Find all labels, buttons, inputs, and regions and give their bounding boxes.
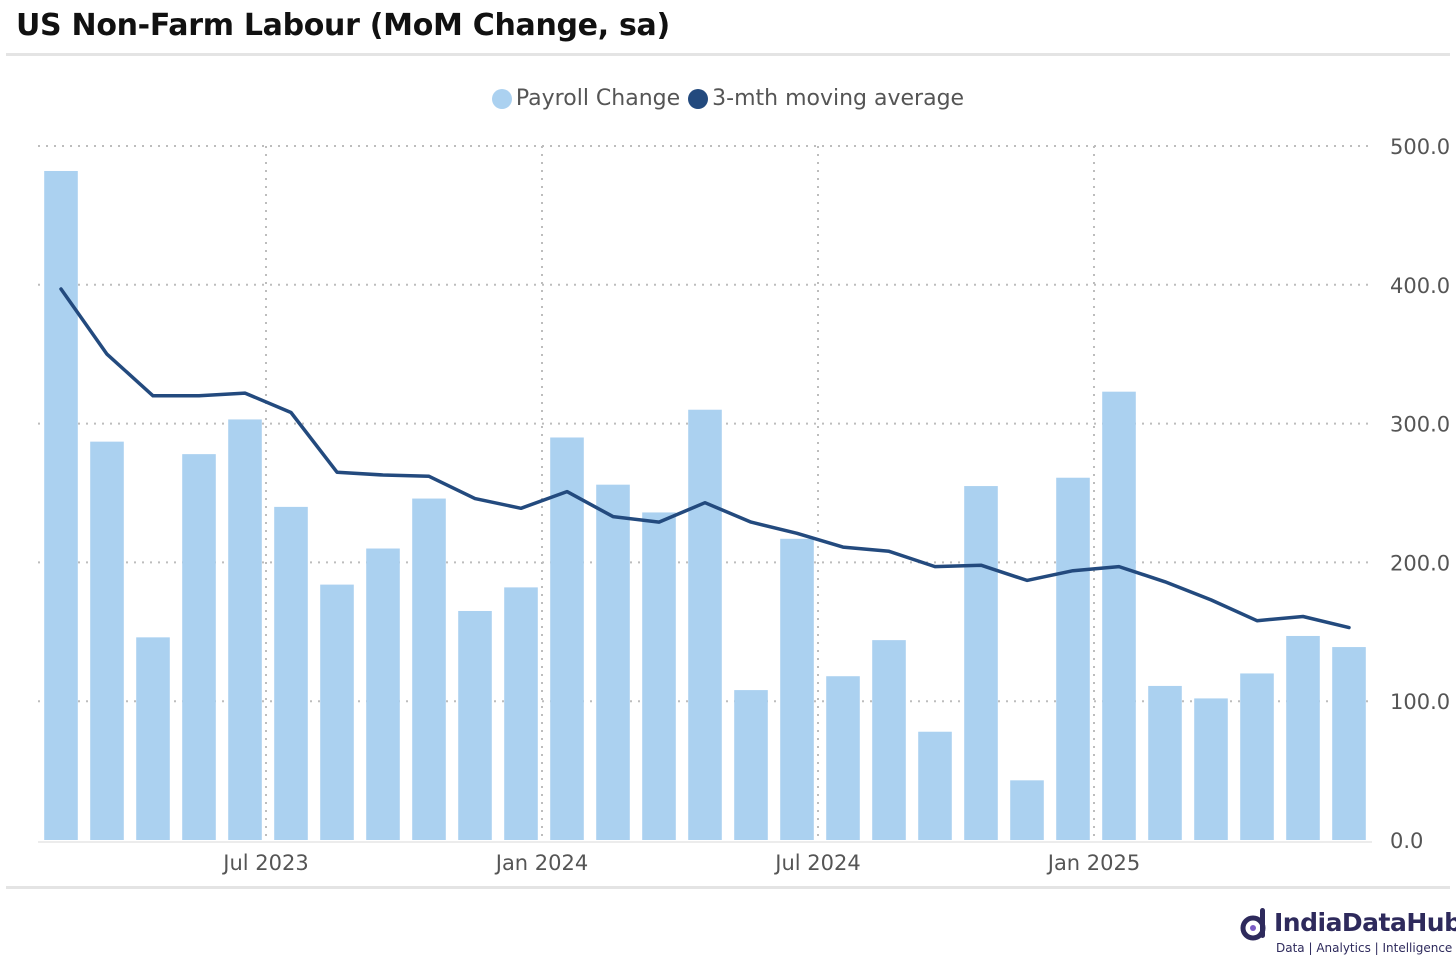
legend-swatch-payroll-change — [491, 88, 512, 109]
bar-payroll-change-2024-05[interactable] — [734, 690, 768, 840]
bar-payroll-change-2024-04[interactable] — [688, 409, 722, 840]
bar-payroll-change-2024-11[interactable] — [1010, 780, 1044, 840]
bar-payroll-change-2023-11[interactable] — [458, 610, 492, 840]
legend-label-moving-average: 3-mth moving average — [712, 86, 965, 111]
bar-payroll-change-2023-07[interactable] — [274, 506, 308, 840]
axis-layer: 0.0 100.0 200.0 300.0 400.0 500.0 Jul 2023 Jan … — [38, 135, 1450, 875]
bar-payroll-change-2024-03[interactable] — [642, 512, 676, 840]
bar-payroll-change-2024-06[interactable] — [780, 538, 814, 840]
legend-item-moving-average[interactable]: 3-mth moving average — [688, 86, 964, 111]
bar-payroll-change-2023-05[interactable] — [182, 454, 216, 840]
bar-payroll-change-2024-08[interactable] — [872, 640, 906, 840]
x-tick-label: Jul 2024 — [773, 851, 860, 875]
bar-payroll-change-2023-03[interactable] — [90, 441, 124, 840]
y-tick-label: 200.0 — [1390, 551, 1450, 575]
title-divider — [6, 53, 1450, 56]
bar-layer — [44, 170, 1366, 840]
brand-tagline: Data | Analytics | Intelligence — [1276, 941, 1453, 955]
chart-title: US Non-Farm Labour (MoM Change, sa) — [16, 8, 670, 43]
legend-label-payroll-change: Payroll Change — [515, 86, 681, 111]
bar-payroll-change-2024-09[interactable] — [918, 731, 952, 840]
bar-payroll-change-2023-04[interactable] — [136, 637, 170, 840]
x-tick-label: Jan 2025 — [1046, 851, 1141, 875]
bar-payroll-change-2025-01[interactable] — [1102, 391, 1136, 840]
y-tick-label: 300.0 — [1390, 413, 1450, 437]
brand-name: IndiaDataHub — [1274, 908, 1456, 937]
y-tick-label: 400.0 — [1390, 274, 1450, 298]
line-layer — [59, 287, 1351, 630]
footer-divider — [6, 886, 1450, 889]
bar-payroll-change-2023-08[interactable] — [320, 584, 354, 840]
bar-payroll-change-2024-12[interactable] — [1056, 477, 1090, 840]
x-tick-label: Jul 2023 — [221, 851, 308, 875]
legend-item-payroll-change[interactable]: Payroll Change — [491, 86, 681, 111]
chart-legend: Payroll Change 3-mth moving average — [0, 86, 1456, 111]
bar-payroll-change-2023-12[interactable] — [504, 587, 538, 840]
y-tick-label: 100.0 — [1390, 690, 1450, 714]
bar-payroll-change-2023-06[interactable] — [228, 419, 262, 840]
y-tick-label: 0.0 — [1390, 829, 1423, 853]
line-moving-average[interactable] — [59, 287, 1351, 630]
bar-payroll-change-2024-02[interactable] — [596, 484, 630, 840]
brand-logo-icon — [1240, 908, 1266, 941]
bar-payroll-change-2023-09[interactable] — [366, 548, 400, 840]
bar-payroll-change-2023-02[interactable] — [44, 170, 78, 840]
bar-payroll-change-2024-01[interactable] — [550, 437, 584, 840]
bar-payroll-change-2023-10[interactable] — [412, 498, 446, 840]
brand-logo: IndiaDataHub Data | Analytics | Intellig… — [1238, 906, 1456, 962]
bar-payroll-change-2025-05[interactable] — [1286, 635, 1320, 840]
y-tick-label: 500.0 — [1390, 135, 1450, 159]
legend-swatch-moving-average — [688, 88, 709, 109]
bar-payroll-change-2025-02[interactable] — [1148, 685, 1182, 840]
bar-payroll-change-2025-06[interactable] — [1332, 647, 1366, 840]
bar-payroll-change-2024-07[interactable] — [826, 676, 860, 840]
bar-payroll-change-2025-03[interactable] — [1194, 698, 1228, 840]
bar-payroll-change-2024-10[interactable] — [964, 486, 998, 840]
bar-payroll-change-2025-04[interactable] — [1240, 673, 1274, 840]
x-tick-label: Jan 2024 — [494, 851, 589, 875]
